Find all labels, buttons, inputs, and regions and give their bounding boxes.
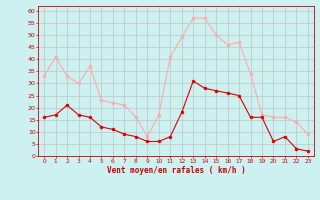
X-axis label: Vent moyen/en rafales ( km/h ): Vent moyen/en rafales ( km/h ) [107, 166, 245, 175]
